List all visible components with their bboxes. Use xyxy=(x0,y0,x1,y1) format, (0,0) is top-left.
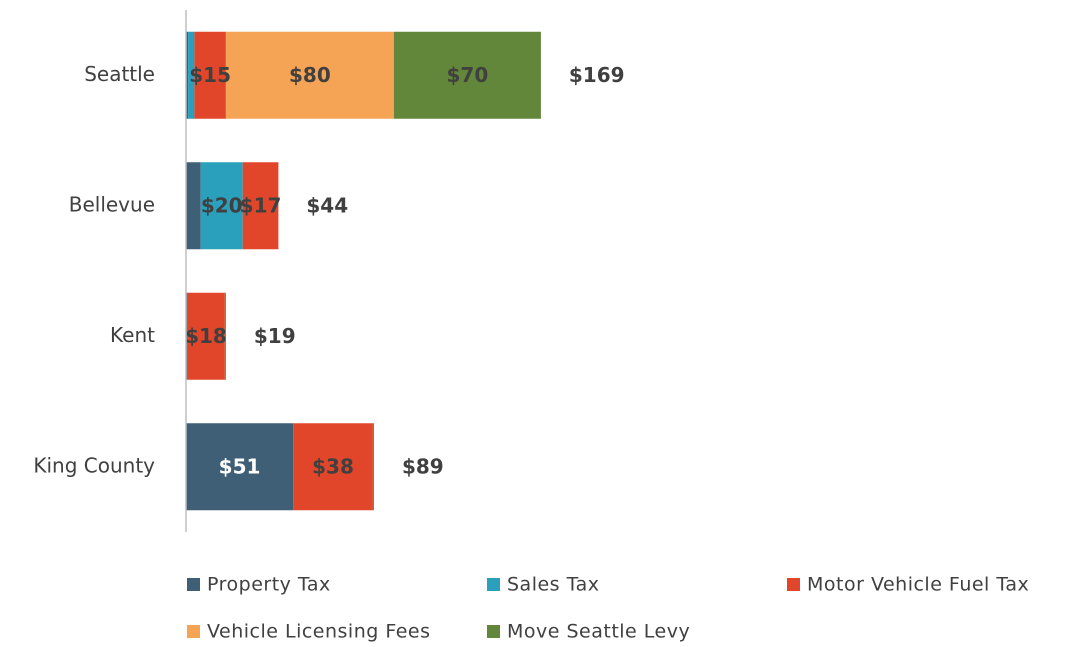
bar-segment xyxy=(187,292,225,380)
bar-segment xyxy=(186,162,201,250)
total-label: $19 xyxy=(254,324,296,348)
bar-segment xyxy=(188,31,195,119)
total-label: $169 xyxy=(569,63,625,87)
legend-swatch xyxy=(787,578,800,591)
bar-segment xyxy=(393,31,541,119)
bar-segment xyxy=(293,423,373,511)
bar-segment xyxy=(186,423,294,511)
data-label: $15 xyxy=(189,63,231,87)
y-tick-label: Kent xyxy=(110,323,155,347)
bar-segment xyxy=(242,162,279,250)
bar-segment xyxy=(224,292,226,380)
y-tick-label: Bellevue xyxy=(69,192,155,216)
legend-swatch xyxy=(187,625,200,638)
data-label: $38 xyxy=(312,454,354,478)
bar-segment xyxy=(194,31,226,119)
legend-label: Property Tax xyxy=(207,574,331,596)
y-tick-label: King County xyxy=(33,453,155,477)
legend-swatch xyxy=(487,578,500,591)
legend-label: Sales Tax xyxy=(507,574,599,596)
data-label: $18 xyxy=(185,324,227,348)
bar-segment xyxy=(200,162,243,250)
bar-segment xyxy=(225,31,394,119)
bar-segment xyxy=(372,423,374,511)
data-label: $70 xyxy=(447,63,489,87)
legend-swatch xyxy=(487,625,500,638)
legend-swatch xyxy=(187,578,200,591)
y-tick-label: Seattle xyxy=(84,62,155,86)
legend-label: Motor Vehicle Fuel Tax xyxy=(807,574,1029,596)
legend-label: Move Seattle Levy xyxy=(507,621,690,643)
bar-segment xyxy=(186,31,189,119)
data-label: $51 xyxy=(219,454,261,478)
data-label: $80 xyxy=(289,63,331,87)
total-label: $44 xyxy=(306,193,348,217)
legend-label: Vehicle Licensing Fees xyxy=(207,621,431,643)
total-label: $89 xyxy=(402,454,444,478)
data-label: $20 xyxy=(201,193,243,217)
data-label: $17 xyxy=(240,193,282,217)
